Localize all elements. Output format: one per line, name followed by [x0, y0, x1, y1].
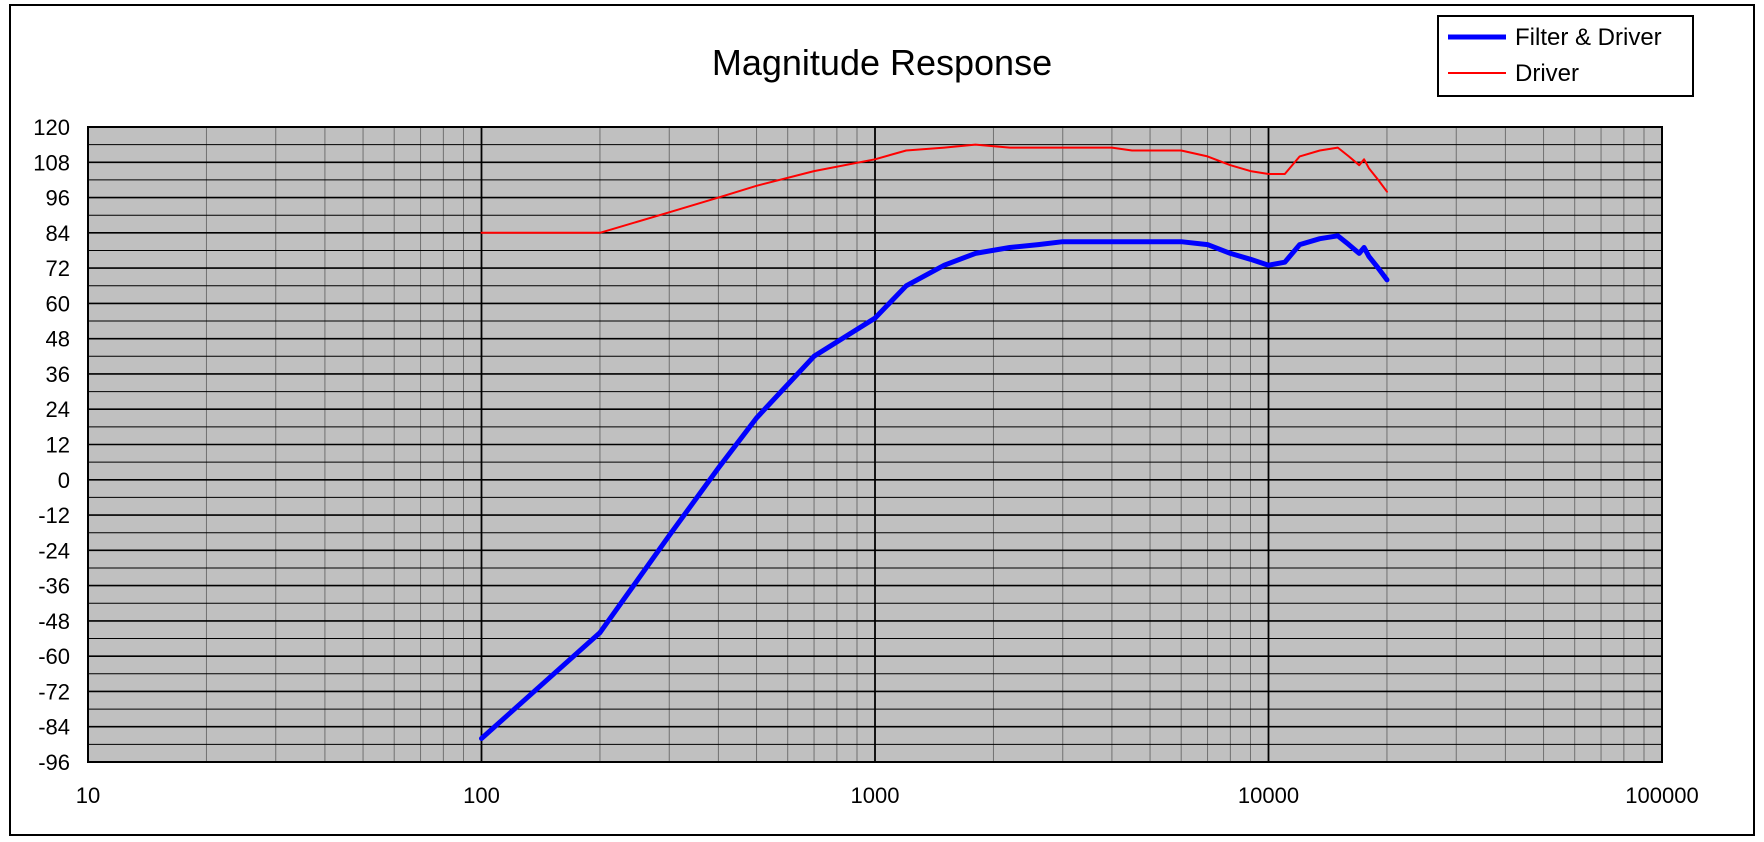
series-layer	[479, 143, 1390, 741]
x-tick-label: 10	[76, 783, 100, 808]
plot-area	[87, 126, 1663, 763]
x-tick-label: 100	[463, 783, 500, 808]
x-tick-label: 10000	[1238, 783, 1299, 808]
y-tick-label: 120	[33, 115, 70, 140]
axis-ticks: 12010896847260483624120-12-24-36-48-60-7…	[33, 115, 1698, 808]
legend-label-filter-driver: Filter & Driver	[1515, 24, 1662, 51]
y-tick-label: -36	[38, 574, 70, 599]
series-line-filter-driver	[479, 233, 1390, 741]
y-tick-label: -48	[38, 609, 70, 634]
x-tick-label: 100000	[1625, 783, 1698, 808]
y-tick-label: -84	[38, 715, 70, 740]
y-tick-label: 12	[46, 433, 70, 458]
y-tick-label: 36	[46, 362, 70, 387]
y-tick-label: 0	[58, 468, 70, 493]
y-tick-label: 96	[46, 186, 70, 211]
x-tick-label: 1000	[851, 783, 900, 808]
y-tick-label: 24	[46, 397, 70, 422]
legend: Filter & Driver Driver	[1437, 15, 1694, 97]
series-line-driver	[480, 143, 1388, 234]
y-tick-label: -24	[38, 538, 70, 563]
chart-title: Magnitude Response	[712, 42, 1052, 83]
y-tick-label: 84	[46, 221, 70, 246]
y-tick-label: -12	[38, 503, 70, 528]
y-tick-label: 48	[46, 327, 70, 352]
plot-border	[87, 126, 1663, 763]
y-tick-label: 108	[33, 150, 70, 175]
y-tick-label: -72	[38, 679, 70, 704]
y-tick-label: 72	[46, 256, 70, 281]
legend-label-driver: Driver	[1515, 60, 1579, 87]
y-tick-label: -60	[38, 644, 70, 669]
y-tick-label: -96	[38, 750, 70, 775]
legend-box	[1437, 15, 1694, 97]
y-tick-label: 60	[46, 291, 70, 316]
